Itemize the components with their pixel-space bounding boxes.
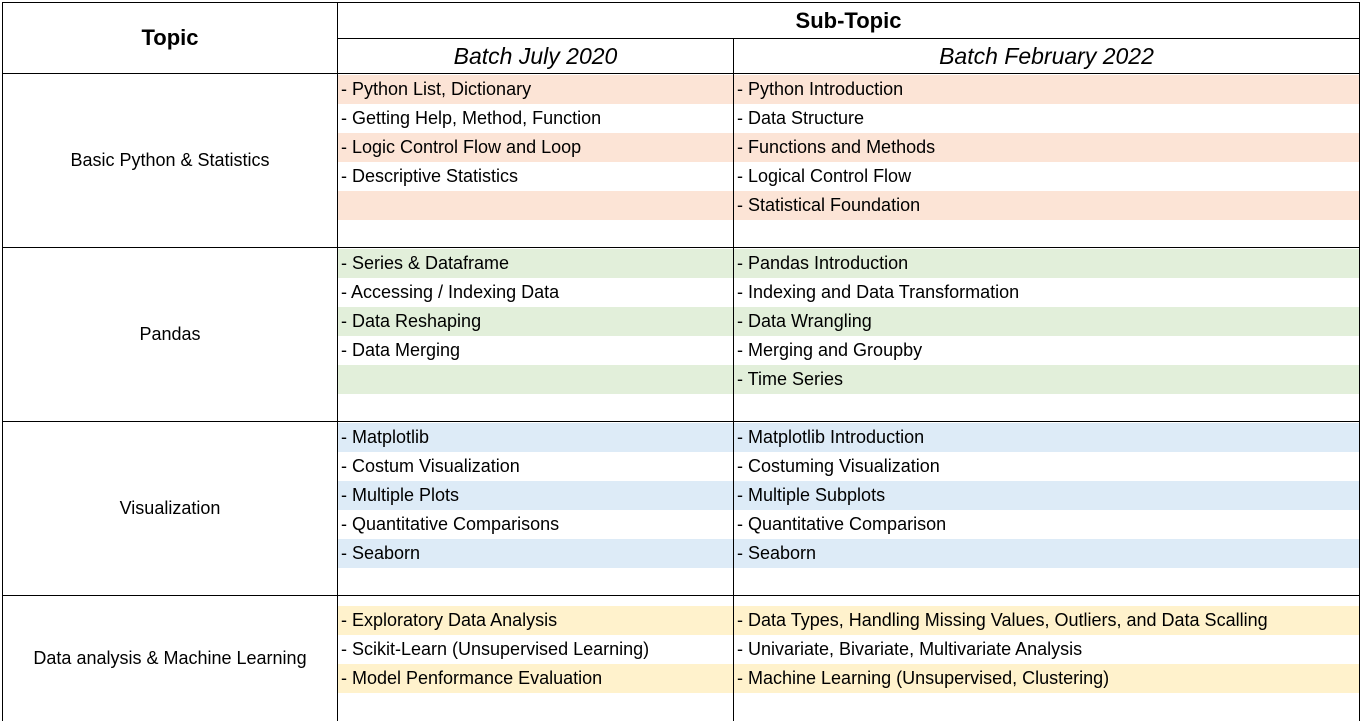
table-left-border [2,2,3,721]
row-highlight [338,191,1359,220]
subtopic-item-feb-2022: - Matplotlib Introduction [737,427,925,447]
subtopic-item-july-2020: - Logic Control Flow and Loop [341,137,582,157]
section-divider [2,73,1360,74]
row-highlight [338,423,1359,452]
subtopic-item-feb-2022: - Merging and Groupby [737,340,923,360]
subtopic-header: Sub-Topic [795,7,902,33]
row-highlight [338,539,1359,568]
subtopic-item-feb-2022: - Data Types, Handling Missing Values, O… [737,610,1268,630]
subtopic-item-july-2020: - Data Reshaping [341,311,482,331]
subtopic-item-feb-2022: - Indexing and Data Transformation [737,282,1020,302]
subtopic-item-feb-2022: - Data Structure [737,108,865,128]
topic-column-divider [337,2,338,721]
section-divider [2,595,1360,596]
subtopic-item-feb-2022: - Quantitative Comparison [737,514,947,534]
subtopic-item-july-2020: - Descriptive Statistics [341,166,519,186]
subtopic-item-feb-2022: - Univariate, Bivariate, Multivariate An… [737,639,1083,659]
subheader-divider [338,38,1360,39]
row-highlight [338,365,1359,394]
row-highlight [338,606,1359,635]
topic-cell: Basic Python & Statistics [70,150,270,170]
batch-july-2020-header: Batch July 2020 [453,42,618,69]
subtopic-item-feb-2022: - Pandas Introduction [737,253,909,273]
row-highlight [338,664,1359,693]
subtopic-item-feb-2022: - Data Wrangling [737,311,872,331]
row-highlight [338,481,1359,510]
batch-february-2022-header: Batch February 2022 [939,42,1154,69]
row-highlight [338,249,1359,278]
row-highlight [338,75,1359,104]
subtopic-item-feb-2022: - Logical Control Flow [737,166,912,186]
subtopic-item-july-2020: - Costum Visualization [341,456,520,476]
subtopic-item-july-2020: - Scikit-Learn (Unsupervised Learning) [341,639,650,659]
topic-cell: Visualization [119,498,221,518]
subtopic-item-july-2020: - Multiple Plots [341,485,460,505]
topic-cell: Data analysis & Machine Learning [33,648,307,668]
row-highlight [338,133,1359,162]
subtopic-item-feb-2022: - Time Series [737,369,844,389]
subtopic-item-july-2020: - Seaborn [341,543,421,563]
subtopic-item-feb-2022: - Multiple Subplots [737,485,886,505]
subtopic-item-feb-2022: - Statistical Foundation [737,195,921,215]
topic-header: Topic [141,25,199,50]
subtopic-item-feb-2022: - Machine Learning (Unsupervised, Cluste… [737,668,1110,688]
subtopic-item-july-2020: - Getting Help, Method, Function [341,108,602,128]
table-top-border [2,2,1360,3]
subtopic-item-feb-2022: - Seaborn [737,543,817,563]
subtopic-item-july-2020: - Data Merging [341,340,461,360]
table-right-border [1359,2,1360,721]
section-divider [2,421,1360,422]
subtopic-item-july-2020: - Exploratory Data Analysis [341,610,558,630]
subtopic-item-july-2020: - Quantitative Comparisons [341,514,560,534]
subtopic-item-feb-2022: - Costuming Visualization [737,456,940,476]
batch-column-divider [733,38,734,721]
subtopic-item-feb-2022: - Python Introduction [737,79,904,99]
row-highlight [338,307,1359,336]
subtopic-item-july-2020: - Python List, Dictionary [341,79,532,99]
subtopic-item-july-2020: - Series & Dataframe [341,253,510,273]
subtopic-item-feb-2022: - Functions and Methods [737,137,936,157]
topic-cell: Pandas [139,324,201,344]
section-divider [2,247,1360,248]
subtopic-item-july-2020: - Accessing / Indexing Data [341,282,560,302]
subtopic-item-july-2020: - Model Penformance Evaluation [341,668,603,688]
subtopic-item-july-2020: - Matplotlib [341,427,430,447]
